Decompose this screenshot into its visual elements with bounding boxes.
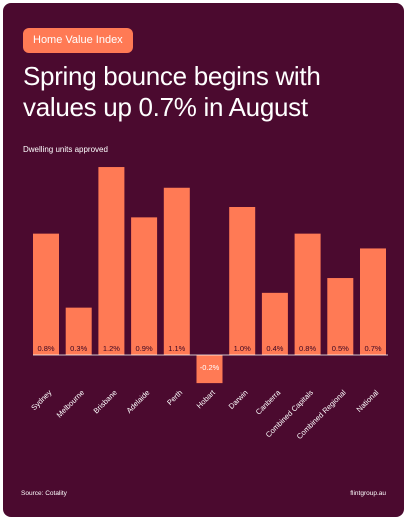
source-note: Source: Cotality <box>21 490 67 497</box>
x-tick-label: National <box>355 388 381 414</box>
bar-adelaide <box>131 217 158 355</box>
badge-home-value-index: Home Value Index <box>23 28 133 53</box>
chart-card: Home Value Index Spring bounce begins wi… <box>3 3 404 517</box>
data-label: 0.5% <box>332 344 349 353</box>
bar-darwin <box>229 207 256 355</box>
x-tick-label: Darwin <box>227 388 250 411</box>
data-label: 0.9% <box>136 344 153 353</box>
bar-sydney <box>33 233 59 355</box>
data-label: 1.2% <box>103 344 120 353</box>
data-label: 0.4% <box>266 344 283 353</box>
bar-combined-regional <box>327 278 354 355</box>
data-label: 0.7% <box>364 344 381 353</box>
data-label: -0.2% <box>200 363 220 372</box>
bar-hobart <box>196 355 223 384</box>
x-tick-label: Perth <box>165 388 184 407</box>
chart-title: Spring bounce begins with values up 0.7%… <box>23 61 321 122</box>
bar-combined-capitals <box>294 233 321 355</box>
bar-national <box>360 248 386 355</box>
data-label: 1.1% <box>168 344 185 353</box>
x-tick-label: Adelaide <box>125 388 152 415</box>
bar-brisbane <box>98 167 125 355</box>
data-label: 0.3% <box>70 344 87 353</box>
bar-perth <box>163 187 190 355</box>
site-link: flintgroup.au <box>350 490 386 497</box>
bar-melbourne <box>65 307 92 355</box>
data-label: 1.0% <box>234 344 251 353</box>
x-tick-label: Brisbane <box>92 388 119 415</box>
data-label: 0.8% <box>299 344 316 353</box>
x-tick-label: Hobart <box>195 387 218 410</box>
data-label: 0.8% <box>37 344 54 353</box>
bar-chart: 0.8% Sydney 0.3% Melbourne 1.2% Brisbane 0.9% A… <box>29 167 388 441</box>
x-tick-label: Melbourne <box>55 388 86 419</box>
y-axis-label: Dwelling units approved <box>23 145 108 154</box>
x-tick-label: Sydney <box>29 388 53 412</box>
x-tick-label: Canberra <box>254 387 283 416</box>
bar-canberra <box>261 292 288 355</box>
